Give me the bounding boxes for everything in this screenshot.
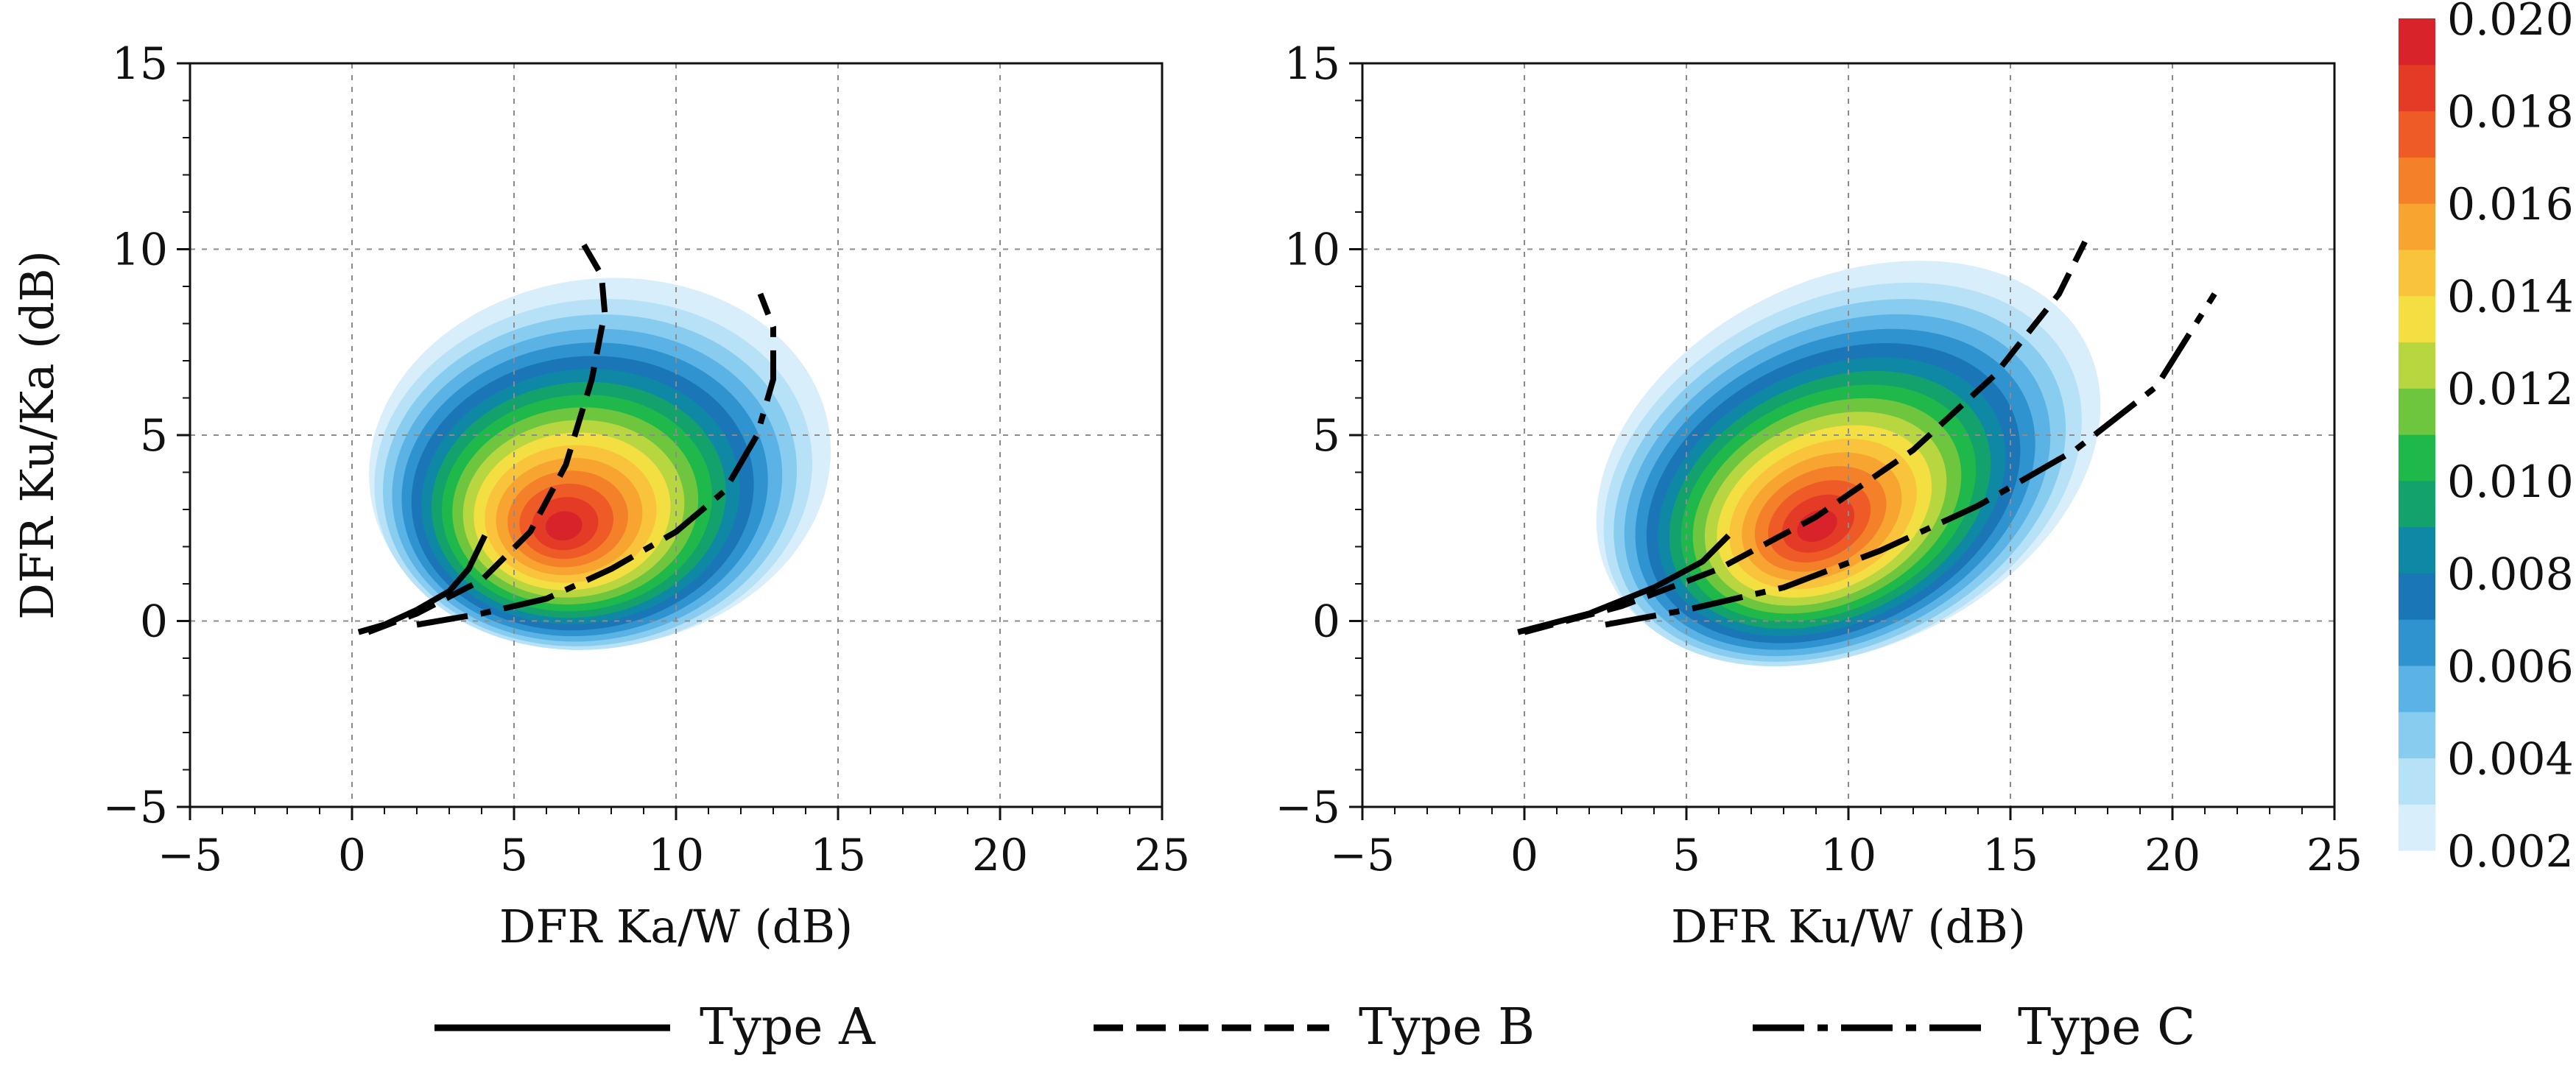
density-level-18 xyxy=(545,511,583,541)
x-tick-label: −5 xyxy=(1330,830,1395,881)
y-tick-label: 5 xyxy=(140,410,168,462)
colorbar: 0.002 0.004 0.006 0.008 0.010 0.012 0.014 0.016… xyxy=(2399,0,2574,878)
left-ticks: −5 0 5 10 15 20 25 −5 0 5 10 15 xyxy=(103,38,1191,881)
colorbar-tick-label: 0.020 xyxy=(2447,0,2574,46)
x-tick-label: 10 xyxy=(1820,830,1876,881)
colorbar-segment xyxy=(2399,388,2435,435)
left-grid xyxy=(190,63,1162,807)
right-ticks: −5 0 5 10 15 20 25 −5 0 5 10 15 xyxy=(1275,38,2363,881)
colorbar-segment xyxy=(2399,665,2435,713)
colorbar-tick-label: 0.006 xyxy=(2447,641,2574,693)
right-grid xyxy=(1362,63,2334,807)
x-tick-label: 0 xyxy=(1510,830,1538,881)
y-tick-label: 10 xyxy=(112,225,168,276)
x-tick-label: 25 xyxy=(1134,830,1190,881)
colorbar-tick-label: 0.002 xyxy=(2447,826,2574,878)
right-x-axis-label: DFR Ku/W (dB) xyxy=(1671,900,2026,953)
x-tick-label: 10 xyxy=(648,830,704,881)
x-tick-label: 20 xyxy=(2144,830,2200,881)
colorbar-segment xyxy=(2399,157,2435,204)
colorbar-segment xyxy=(2399,711,2435,759)
colorbar-segment xyxy=(2399,619,2435,666)
legend-label-type-b: Type B xyxy=(1359,998,1535,1056)
curve-type-b xyxy=(367,240,608,635)
y-tick-label: 0 xyxy=(140,596,168,648)
colorbar-tick-label: 0.008 xyxy=(2447,548,2574,600)
colorbar-segment xyxy=(2399,573,2435,620)
x-tick-label: 5 xyxy=(500,830,528,881)
y-tick-label: −5 xyxy=(1275,782,1340,833)
legend-label-type-a: Type A xyxy=(700,998,876,1056)
y-tick-label: 0 xyxy=(1312,596,1340,648)
y-tick-label: 5 xyxy=(1312,410,1340,462)
colorbar-segment xyxy=(2399,342,2435,389)
right-curves xyxy=(1517,240,2217,635)
colorbar-segment xyxy=(2399,758,2435,805)
colorbar-segment xyxy=(2399,18,2435,66)
left-y-axis-label: DFR Ku/Ka (dB) xyxy=(10,250,64,620)
curve-type-c xyxy=(1605,292,2217,628)
colorbar-tick-label: 0.014 xyxy=(2447,272,2574,323)
legend-item-type-c: Type C xyxy=(1753,998,2195,1056)
legend-item-type-b: Type B xyxy=(1094,998,1535,1056)
colorbar-tick-label: 0.010 xyxy=(2447,456,2574,508)
colorbar-segment xyxy=(2399,526,2435,574)
curve-type-c xyxy=(416,292,776,628)
left-plot: −5 0 5 10 15 20 25 −5 0 5 10 15 DFR Ka/W (dB) DFR K… xyxy=(10,38,1190,953)
colorbar-tick-label: 0.018 xyxy=(2447,87,2574,138)
x-tick-label: 15 xyxy=(810,830,866,881)
colorbar-labels: 0.002 0.004 0.006 0.008 0.010 0.012 0.014 0.016… xyxy=(2447,0,2574,878)
y-tick-label: 10 xyxy=(1284,225,1340,276)
colorbar-tick-label: 0.004 xyxy=(2447,733,2574,785)
colorbar-segment xyxy=(2399,295,2435,343)
x-tick-label: 20 xyxy=(972,830,1028,881)
legend-item-type-a: Type A xyxy=(434,998,876,1056)
legend-label-type-c: Type C xyxy=(2018,998,2195,1056)
left-curves xyxy=(357,240,776,635)
right-plot: −5 0 5 10 15 20 25 −5 0 5 10 15 DFR Ku/W (dB) xyxy=(1275,38,2363,953)
y-tick-label: −5 xyxy=(103,782,168,833)
y-tick-label: 15 xyxy=(1284,38,1340,90)
y-tick-label: 15 xyxy=(112,38,168,90)
colorbar-segment xyxy=(2399,480,2435,528)
colorbar-segment xyxy=(2399,203,2435,250)
x-tick-label: 25 xyxy=(2306,830,2362,881)
colorbar-strip xyxy=(2399,18,2435,851)
x-tick-label: 0 xyxy=(338,830,366,881)
colorbar-tick-label: 0.012 xyxy=(2447,364,2574,415)
x-tick-label: 15 xyxy=(1982,830,2038,881)
colorbar-tick-label: 0.016 xyxy=(2447,179,2574,230)
density-level-18 xyxy=(1797,509,1837,543)
colorbar-segment xyxy=(2399,110,2435,158)
colorbar-segment xyxy=(2399,249,2435,297)
right-density-contours xyxy=(1596,261,2101,667)
left-x-axis-label: DFR Ka/W (dB) xyxy=(499,900,853,953)
colorbar-segment xyxy=(2399,64,2435,112)
colorbar-segment xyxy=(2399,434,2435,481)
x-tick-label: −5 xyxy=(158,830,222,881)
colorbar-segment xyxy=(2399,804,2435,851)
x-tick-label: 5 xyxy=(1672,830,1700,881)
legend: Type A Type B Type C xyxy=(434,998,2195,1056)
